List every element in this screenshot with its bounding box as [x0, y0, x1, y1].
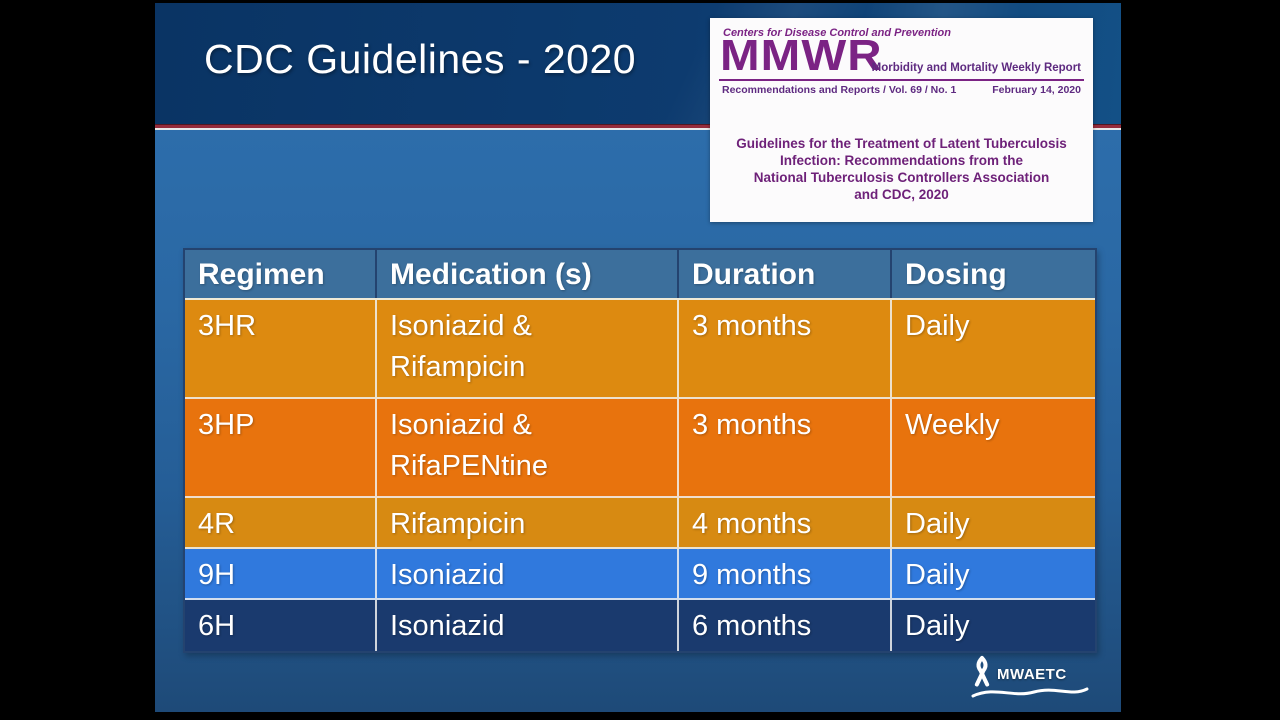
white-divider-line: [155, 128, 1121, 130]
issue-date: February 14, 2020: [992, 84, 1081, 96]
cell-dosing: Daily: [905, 310, 970, 342]
swoosh-icon: [971, 685, 1089, 704]
column-header-medication: Medication (s): [377, 250, 679, 298]
table-row-9h: 9H Isoniazid 9 months Daily: [185, 549, 1095, 600]
letterbox-bottom: [0, 712, 1280, 720]
article-title-line: and CDC, 2020: [854, 187, 949, 202]
awareness-ribbon-icon: [971, 654, 993, 695]
cell-regimen: 3HR: [185, 300, 377, 397]
cell-medication: Rifampicin: [377, 498, 679, 547]
mmwr-logo: MMWR: [720, 31, 883, 80]
cell-medication: Isoniazid & Rifampicin: [377, 300, 679, 397]
cdc-tagline: Centers for Disease Control and Preventi…: [723, 27, 951, 39]
article-title: Guidelines for the Treatment of Latent T…: [716, 135, 1087, 203]
mwaetc-logo: MWAETC: [971, 654, 1095, 700]
table-row-3hp: 3HP Isoniazid & RifaPENtine 3 months Wee…: [185, 399, 1095, 498]
presentation-slide: CDC Guidelines - 2020 Centers for Diseas…: [155, 3, 1121, 712]
cell-duration: 9 months: [679, 549, 892, 598]
issue-line: Recommendations and Reports / Vol. 69 / …: [722, 84, 957, 96]
article-title-line: Guidelines for the Treatment of Latent T…: [736, 136, 1067, 151]
regimen-table: Regimen Medication (s) Duration Dosing 3…: [183, 248, 1097, 653]
column-header-regimen: Regimen: [185, 250, 377, 298]
cell-duration: 3 months: [679, 399, 892, 496]
cell-duration: 6 months: [679, 600, 892, 651]
cell-dosing: Daily: [905, 610, 970, 642]
table-header-row: Regimen Medication (s) Duration Dosing: [185, 250, 1095, 300]
cell-dosing: Weekly: [905, 409, 1000, 441]
slide-title: CDC Guidelines - 2020: [204, 36, 637, 82]
cell-duration: 3 months: [679, 300, 892, 397]
cell-medication: Isoniazid: [377, 549, 679, 598]
cell-dosing: Daily: [905, 559, 970, 591]
table-row-6h: 6H Isoniazid 6 months Daily: [185, 600, 1095, 651]
table-row-4r: 4R Rifampicin 4 months Daily: [185, 498, 1095, 549]
column-header-duration: Duration: [679, 250, 892, 298]
cell-regimen: 4R: [185, 498, 377, 547]
letterbox-left: [0, 0, 155, 720]
article-title-line: National Tuberculosis Controllers Associ…: [753, 170, 1050, 185]
table-row-3hr: 3HR Isoniazid & Rifampicin 3 months Dail…: [185, 300, 1095, 399]
journal-name: Morbidity and Mortality Weekly Report: [871, 62, 1081, 74]
letterbox-right: [1121, 0, 1280, 720]
cell-dosing: Daily: [905, 508, 970, 540]
cell-regimen: 9H: [185, 549, 377, 598]
mmwr-cover-image: Centers for Disease Control and Preventi…: [710, 18, 1093, 222]
cell-duration: 4 months: [679, 498, 892, 547]
cell-regimen: 6H: [185, 600, 377, 651]
cell-regimen: 3HP: [185, 399, 377, 496]
cell-medication: Isoniazid: [377, 600, 679, 651]
article-title-line: Infection: Recommendations from the: [779, 153, 1024, 168]
letterbox-top: [0, 0, 1280, 3]
masthead-rule: [719, 79, 1084, 81]
column-header-dosing: Dosing: [905, 258, 1007, 291]
red-divider-line: [155, 124, 1121, 128]
mwaetc-logo-text: MWAETC: [997, 666, 1067, 683]
cell-medication: Isoniazid & RifaPENtine: [377, 399, 679, 496]
